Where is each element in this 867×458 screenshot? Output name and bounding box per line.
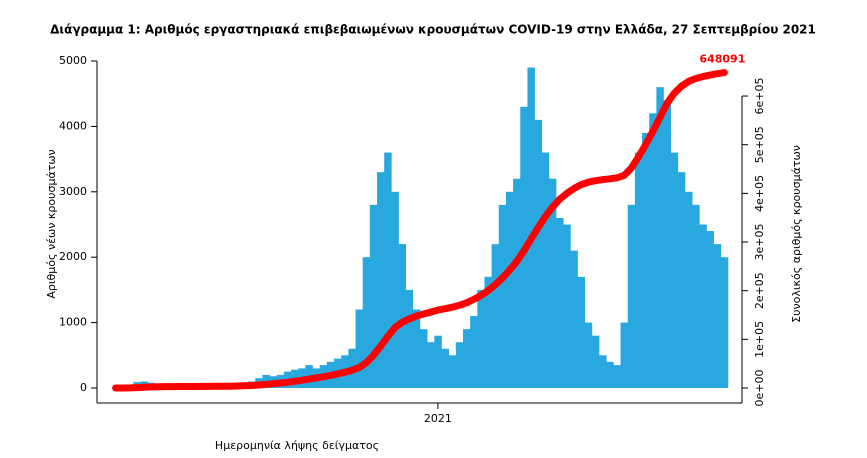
bar: [685, 191, 693, 388]
bar: [548, 178, 557, 388]
bar: [513, 178, 521, 388]
bar: [448, 355, 457, 388]
y2-tick-label: 0e+00: [753, 370, 766, 407]
bar: [505, 191, 514, 388]
y2-tick-label: 3e+05: [753, 224, 766, 261]
bar: [720, 257, 729, 388]
bar: [470, 316, 478, 388]
data-label: 648091: [699, 53, 745, 66]
bar: [427, 342, 435, 388]
y2-tick-label: 6e+05: [753, 78, 766, 115]
y2-tick-label: 2e+05: [753, 272, 766, 309]
y2-tick-label: 5e+05: [753, 126, 766, 163]
bar: [491, 244, 500, 388]
bar: [656, 87, 664, 388]
bar: [642, 132, 650, 388]
bar: [613, 365, 621, 388]
y2-tick-label: 1e+05: [753, 321, 766, 358]
y-tick-label: 1000: [59, 316, 87, 329]
bar: [563, 224, 571, 388]
bar: [441, 348, 449, 388]
y2-axis-label: Συνολικός αριθμός κρουσμάτων: [790, 145, 803, 323]
bar: [527, 67, 535, 388]
bar: [462, 329, 471, 388]
bar: [649, 113, 657, 388]
y-tick-label: 5000: [59, 54, 87, 67]
bar: [577, 276, 586, 388]
bar: [627, 204, 636, 388]
bar: [620, 322, 629, 388]
bar: [362, 257, 371, 388]
bar: [420, 329, 428, 388]
bar: [591, 335, 600, 388]
bar: [369, 204, 378, 388]
bar: [677, 172, 686, 388]
bar: [391, 191, 399, 388]
bar: [477, 289, 485, 388]
bar: [570, 250, 578, 388]
bar: [692, 204, 700, 388]
y-axis-label: Αριθμός νέων κρουσμάτων: [45, 149, 58, 298]
bar: [670, 152, 679, 388]
bar: [377, 172, 385, 388]
bar: [584, 322, 593, 388]
bar: [599, 355, 607, 388]
bar: [398, 244, 406, 388]
bar: [355, 309, 363, 388]
bar: [534, 119, 543, 389]
bar: [405, 289, 414, 388]
y-tick-label: 4000: [59, 119, 87, 132]
bar: [634, 152, 643, 388]
bar: [713, 244, 722, 388]
bar: [412, 309, 421, 388]
y-tick-label: 2000: [59, 250, 87, 263]
bar: [484, 276, 492, 388]
bar: [541, 152, 550, 388]
y2-tick-label: 4e+05: [753, 175, 766, 212]
bar: [455, 342, 464, 388]
bar: [699, 224, 707, 388]
bar: [706, 231, 714, 388]
x-tick-label: 2021: [424, 412, 452, 425]
cumulative-line: [112, 69, 728, 392]
bar: [434, 335, 442, 388]
x-axis-label: Ημερομηνία λήψης δείγματος: [215, 439, 379, 452]
y-tick-label: 3000: [59, 185, 87, 198]
chart-title: Διάγραμμα 1: Αριθμός εργαστηριακά επιβεβ…: [50, 23, 816, 37]
bar: [556, 217, 564, 388]
bar: [498, 204, 507, 388]
bar: [384, 152, 392, 388]
bar: [663, 100, 671, 389]
y-tick-label: 0: [80, 381, 87, 394]
bar: [606, 361, 614, 388]
